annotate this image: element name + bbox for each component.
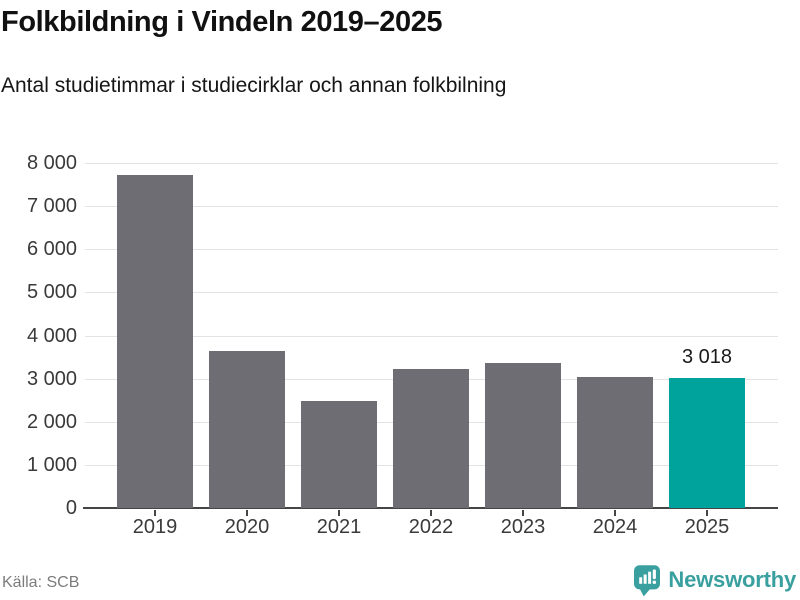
source-label: Källa: SCB (2, 574, 80, 591)
bar-2022 (393, 368, 469, 508)
x-tick-2023 (522, 510, 524, 516)
bar-2024 (577, 376, 653, 508)
speech-bubble-shape (634, 565, 661, 597)
x-tick-label-2022: 2022 (408, 516, 454, 538)
y-tick-label-5000: 5 000 (26, 281, 77, 304)
chart-subtitle: Antal studietimmar i studiecirklar och a… (1, 74, 507, 97)
y-tick-label-6000: 6 000 (26, 238, 77, 261)
x-tick-2022 (430, 510, 432, 516)
x-tick-2025 (706, 510, 708, 516)
bar-2023 (485, 362, 561, 508)
x-tick-label-2021: 2021 (316, 516, 362, 538)
y-tick-label-1000: 1 000 (26, 453, 77, 476)
gridline-6000 (85, 249, 778, 251)
y-tick-label-2000: 2 000 (26, 410, 77, 433)
bar-2025 (669, 377, 745, 508)
gridline-4000 (85, 335, 778, 337)
bar-value-label: 3 018 (681, 345, 733, 368)
plot-area: 3 018 (83, 163, 778, 509)
x-tick-label-2023: 2023 (500, 516, 546, 538)
y-tick-label-4000: 4 000 (26, 324, 77, 347)
newsworthy-wordmark: Newsworthy (668, 567, 796, 592)
x-tick-label-2019: 2019 (132, 516, 178, 538)
y-tick-label-3000: 3 000 (26, 367, 77, 390)
x-tick-label-2024: 2024 (592, 516, 638, 538)
x-tick-2021 (338, 510, 340, 516)
exclamation-dot (652, 580, 657, 584)
gridline-5000 (85, 292, 778, 294)
newsworthy-logo-icon (634, 565, 661, 597)
bar-2021 (301, 401, 377, 508)
y-tick-label-8000: 8 000 (26, 152, 77, 174)
x-axis-line (83, 507, 778, 509)
y-tick-label-0: 0 (65, 497, 77, 519)
x-tick-2020 (246, 510, 248, 516)
gridline-7000 (85, 206, 778, 208)
exclamation-stem (653, 569, 657, 580)
x-tick-label-2020: 2020 (224, 516, 270, 538)
x-tick-label-2025: 2025 (684, 516, 730, 538)
newsworthy-logo: Newsworthy (634, 565, 796, 597)
mini-bar-1 (639, 577, 643, 584)
x-tick-2019 (154, 510, 156, 516)
bar-2020 (209, 350, 285, 508)
y-tick-label-7000: 7 000 (26, 195, 77, 218)
mini-bar-3 (648, 571, 652, 584)
gridline-8000 (85, 163, 778, 164)
bar-2019 (117, 174, 193, 508)
mini-bar-2 (644, 574, 648, 584)
x-tick-2024 (614, 510, 616, 516)
chart-title: Folkbildning i Vindeln 2019–2025 (1, 6, 443, 38)
